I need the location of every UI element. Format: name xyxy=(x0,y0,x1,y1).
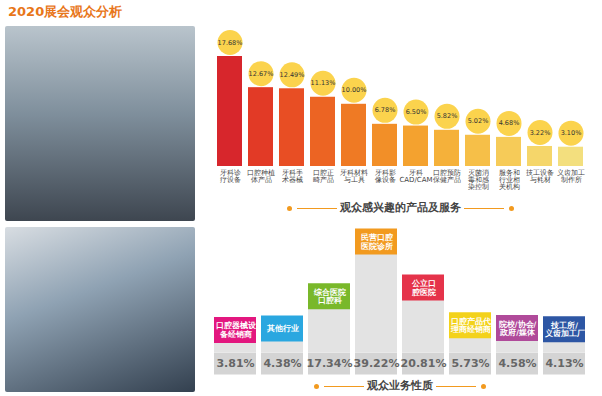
svg-text:3.10%: 3.10% xyxy=(561,129,582,137)
svg-text:4.38%: 4.38% xyxy=(263,357,301,370)
svg-text:5.02%: 5.02% xyxy=(468,117,489,125)
svg-text:口腔器械设备经销商: 口腔器械设备经销商 xyxy=(216,321,257,339)
svg-text:灭菌消毒和感染控制: 灭菌消毒和感染控制 xyxy=(468,169,489,191)
svg-text:口腔正畸产品: 口腔正畸产品 xyxy=(313,169,334,184)
svg-text:6.50%: 6.50% xyxy=(406,108,427,116)
svg-text:3.81%: 3.81% xyxy=(216,357,254,370)
svg-text:其他行业: 其他行业 xyxy=(266,324,299,333)
svg-text:17.34%: 17.34% xyxy=(307,357,353,370)
svg-text:民营口腔医院诊所: 民营口腔医院诊所 xyxy=(361,233,393,251)
svg-text:17.68%: 17.68% xyxy=(218,39,243,47)
svg-text:技工设备与耗材: 技工设备与耗材 xyxy=(525,169,554,184)
svg-text:3.22%: 3.22% xyxy=(530,129,551,137)
svg-text:院校/协会/政府/媒体: 院校/协会/政府/媒体 xyxy=(499,320,537,338)
svg-text:牙科CAD/CAM: 牙科CAD/CAM xyxy=(399,169,432,184)
svg-text:牙科影像设备: 牙科影像设备 xyxy=(375,169,396,184)
svg-text:4.58%: 4.58% xyxy=(498,357,536,370)
svg-text:4.68%: 4.68% xyxy=(499,119,520,127)
svg-text:综合医院口腔科: 综合医院口腔科 xyxy=(313,288,346,306)
svg-text:39.22%: 39.22% xyxy=(354,357,400,370)
svg-text:20.81%: 20.81% xyxy=(401,357,447,370)
svg-text:技工所/义齿加工厂: 技工所/义齿加工厂 xyxy=(544,321,585,339)
svg-text:12.49%: 12.49% xyxy=(280,71,305,79)
html-text:观众感兴趣的产品及服务: 观众感兴趣的产品及服务 xyxy=(339,201,461,214)
svg-text:12.67%: 12.67% xyxy=(249,70,274,78)
svg-text:口腔产品代理商经销商: 口腔产品代理商经销商 xyxy=(450,317,491,335)
svg-text:牙科诊疗设备: 牙科诊疗设备 xyxy=(220,169,241,184)
html-text:观众业务性质: 观众业务性质 xyxy=(367,379,433,392)
svg-text:5.73%: 5.73% xyxy=(451,357,489,370)
svg-text:牙科手术器械: 牙科手术器械 xyxy=(282,169,303,184)
svg-text:口腔预防保健产品: 口腔预防保健产品 xyxy=(433,169,461,184)
svg-text:牙科材料与工具: 牙科材料与工具 xyxy=(340,169,368,184)
html-text:2020展会观众分析: 2020展会观众分析 xyxy=(8,4,123,19)
svg-text:服务和行业相关机构: 服务和行业相关机构 xyxy=(499,169,520,191)
svg-text:11.13%: 11.13% xyxy=(311,79,336,87)
svg-text:公立口腔医院: 公立口腔医院 xyxy=(411,278,436,297)
svg-text:6.78%: 6.78% xyxy=(375,106,396,114)
svg-text:5.82%: 5.82% xyxy=(437,112,458,120)
svg-text:义齿加工制作所: 义齿加工制作所 xyxy=(557,169,585,184)
svg-text:10.00%: 10.00% xyxy=(342,86,367,94)
svg-text:口腔种植体产品: 口腔种植体产品 xyxy=(247,169,275,184)
svg-text:4.13%: 4.13% xyxy=(545,357,583,370)
